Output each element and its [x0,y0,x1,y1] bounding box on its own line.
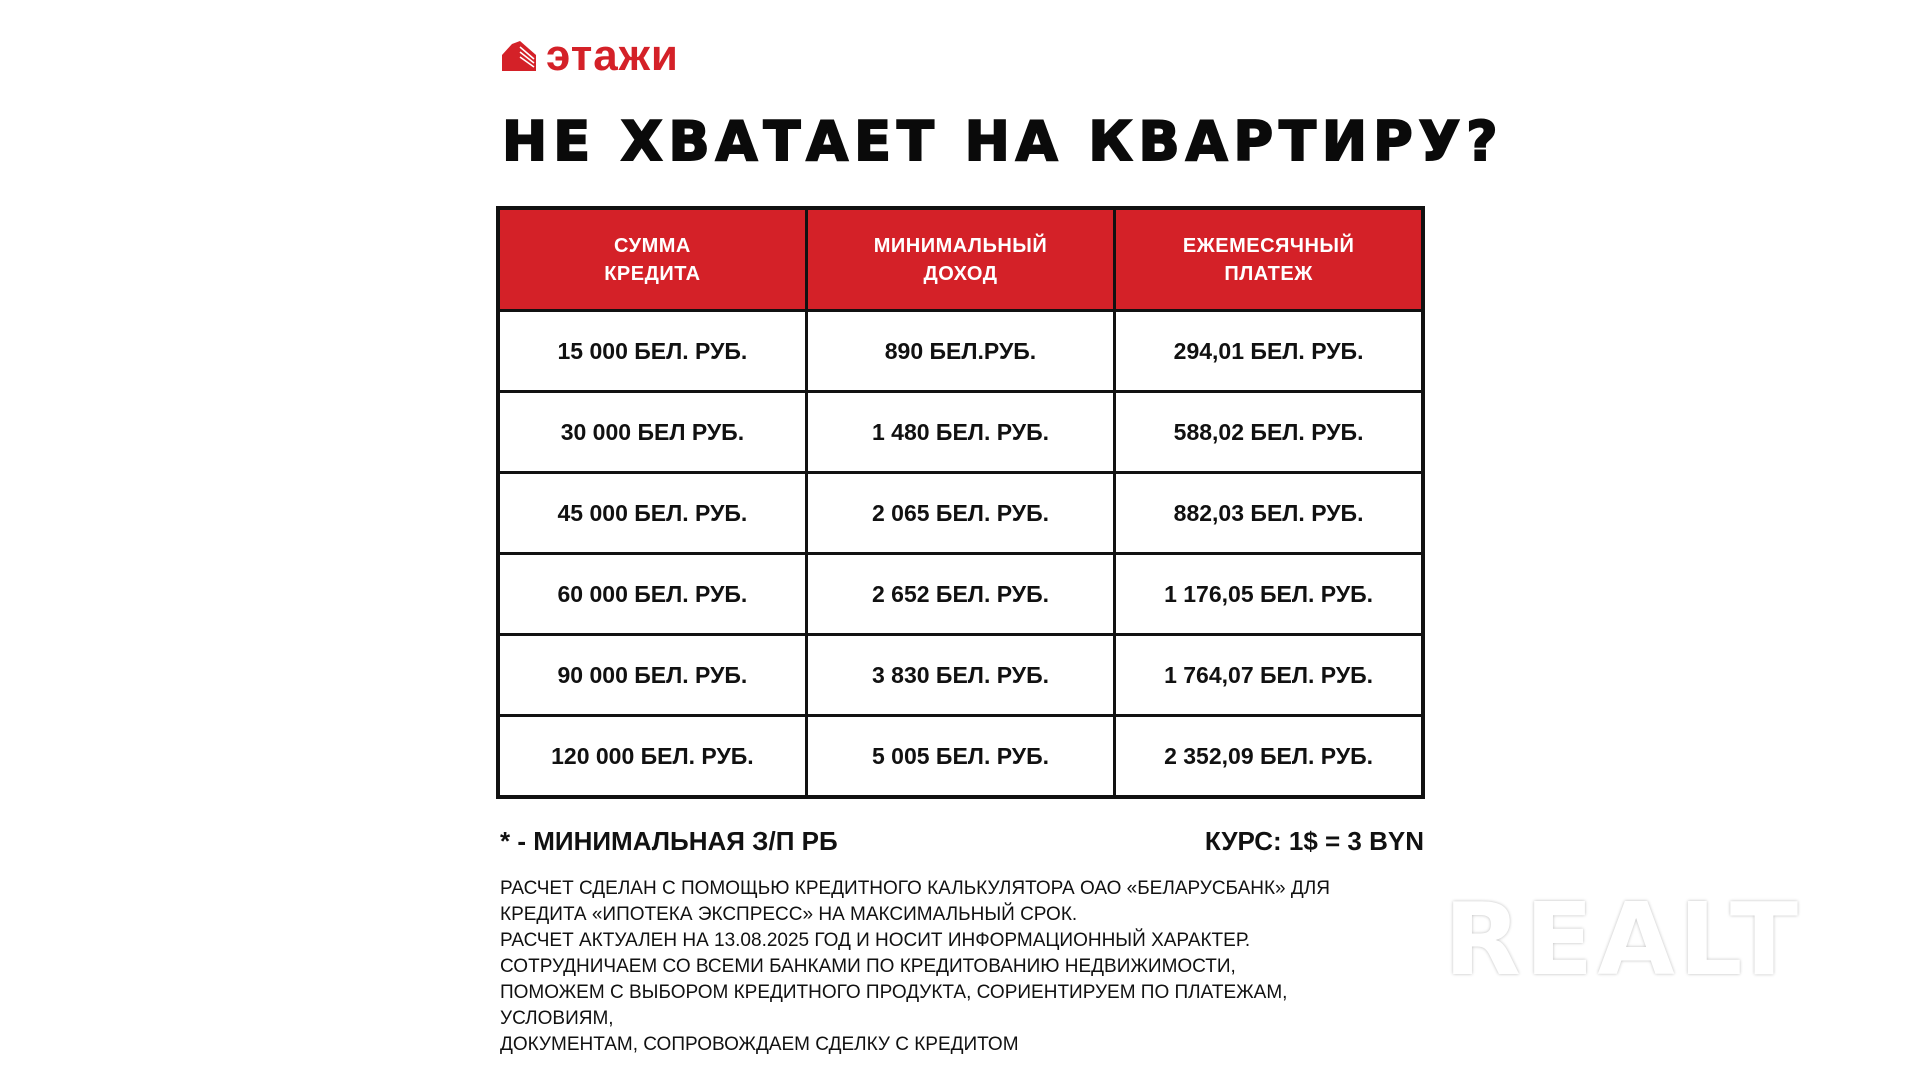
table-cell: 890 БЕЛ.РУБ. [804,309,1117,393]
column-header: МИНИМАЛЬНЫЙ ДОХОД [804,206,1117,312]
building-icon [502,41,536,71]
table-row: 90 000 БЕЛ. РУБ. 3 830 БЕЛ. РУБ. 1 764,07 … [496,633,1425,717]
note-line: СОТРУДНИЧАЕМ СО ВСЕМИ БАНКАМИ ПО КРЕДИТО… [500,956,1236,977]
table-cell: 1 764,07 БЕЛ. РУБ. [1113,633,1425,717]
note-line: КРЕДИТА «ИПОТЕКА ЭКСПРЕСС» НА МАКСИМАЛЬН… [500,904,1078,925]
column-header-line: КРЕДИТА [604,262,701,285]
realt-watermark: REALT [1444,890,1802,990]
table-cell: 882,03 БЕЛ. РУБ. [1113,471,1425,555]
table-cell: 5 005 БЕЛ. РУБ. [804,714,1117,799]
table-cell: 294,01 БЕЛ. РУБ. [1113,309,1425,393]
table-row: 120 000 БЕЛ. РУБ. 5 005 БЕЛ. РУБ. 2 352,09… [496,714,1425,799]
logo-text: этажи [546,31,679,80]
table-cell: 1 176,05 БЕЛ. РУБ. [1113,552,1425,636]
footnote-min-wage: * - МИНИМАЛЬНАЯ З/П РБ [500,826,838,856]
table-row: 15 000 БЕЛ. РУБ. 890 БЕЛ.РУБ. 294,01 БЕЛ. … [496,309,1425,393]
note-line: ПОМОЖЕМ С ВЫБОРОМ КРЕДИТНОГО ПРОДУКТА, С… [500,982,1288,1003]
table-cell: 3 830 БЕЛ. РУБ. [804,633,1117,717]
table-cell: 90 000 БЕЛ. РУБ. [496,633,808,717]
column-header-line: СУММА [613,234,691,257]
table-cell: 60 000 БЕЛ. РУБ. [496,552,808,636]
note-line: РАСЧЕТ АКТУАЛЕН НА 13.08.2025 ГОД И НОСИ… [500,930,1251,951]
column-header-line: МИНИМАЛЬНЫЙ [873,234,1048,257]
table-cell: 588,02 БЕЛ. РУБ. [1113,390,1425,474]
table-cell: 15 000 БЕЛ. РУБ. [496,309,808,393]
column-header-line: ЕЖЕМЕСЯЧНЫЙ [1182,234,1355,257]
column-header-line: ДОХОД [923,262,998,285]
etazhi-logo: этажи [502,31,679,80]
note-line: ДОКУМЕНТАМ, СОПРОВОЖДАЕМ СДЕЛКУ С КРЕДИТ… [500,1034,1019,1055]
page-title: НЕ ХВАТАЕТ НА КВАРТИРУ? [501,109,1504,174]
note-line: РАСЧЕТ СДЕЛАН С ПОМОЩЬЮ КРЕДИТНОГО КАЛЬК… [500,878,1330,899]
table-cell: 2 065 БЕЛ. РУБ. [804,471,1117,555]
table-cell: 30 000 БЕЛ РУБ. [496,390,808,474]
column-header: ЕЖЕМЕСЯЧНЫЙ ПЛАТЕЖ [1113,206,1425,312]
table-header-row: СУММА КРЕДИТА МИНИМАЛЬНЫЙ ДОХОД ЕЖЕМЕСЯЧНЫЙ П… [496,206,1425,312]
table-row: 45 000 БЕЛ. РУБ. 2 065 БЕЛ. РУБ. 882,03 БЕ… [496,471,1425,555]
column-header: СУММА КРЕДИТА [496,206,808,312]
table-cell: 2 352,09 БЕЛ. РУБ. [1113,714,1425,799]
disclaimer-notes: РАСЧЕТ СДЕЛАН С ПОМОЩЬЮ КРЕДИТНОГО КАЛЬК… [500,876,1330,1058]
note-line: УСЛОВИЯМ, [500,1008,614,1029]
table-cell: 120 000 БЕЛ. РУБ. [496,714,808,799]
column-header-line: ПЛАТЕЖ [1224,262,1313,285]
exchange-rate: КУРС: 1$ = 3 BYN [1204,826,1424,856]
loan-table: СУММА КРЕДИТА МИНИМАЛЬНЫЙ ДОХОД ЕЖЕМЕСЯЧНЫЙ П… [496,206,1425,799]
table-cell: 45 000 БЕЛ. РУБ. [496,471,808,555]
watermark-text: REALT [1444,881,1803,998]
table-cell: 1 480 БЕЛ. РУБ. [804,390,1117,474]
table-row: 60 000 БЕЛ. РУБ. 2 652 БЕЛ. РУБ. 1 176,05 … [496,552,1425,636]
table-row: 30 000 БЕЛ РУБ. 1 480 БЕЛ. РУБ. 588,02 БЕЛ… [496,390,1425,474]
table-cell: 2 652 БЕЛ. РУБ. [804,552,1117,636]
